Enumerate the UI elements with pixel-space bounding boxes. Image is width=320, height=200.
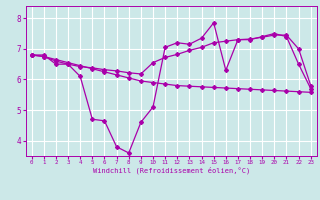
X-axis label: Windchill (Refroidissement éolien,°C): Windchill (Refroidissement éolien,°C) — [92, 167, 250, 174]
